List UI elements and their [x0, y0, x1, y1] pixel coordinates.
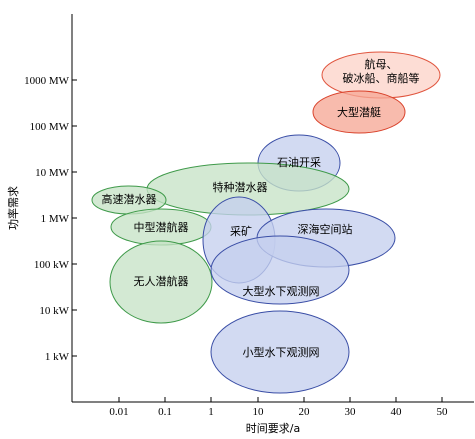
region-label-special-submersible: 特种潜水器: [213, 180, 268, 194]
region-label-aircraft-carrier: 航母、: [365, 57, 398, 71]
region-label-oil-extraction: 石油开采: [277, 155, 321, 169]
x-tick-label: 20: [299, 406, 311, 418]
region-label-small-observation-net: 小型水下观测网: [243, 345, 320, 359]
region-label-large-submarine: 大型潜艇: [337, 105, 381, 119]
region-label-mining: 采矿: [230, 225, 252, 238]
y-tick-label: 1 MW: [41, 213, 70, 225]
y-tick-label: 1000 MW: [24, 75, 70, 87]
x-tick-label: 1: [208, 406, 214, 418]
x-tick-label: 50: [437, 406, 449, 418]
x-axis-title: 时间要求/a: [246, 422, 300, 435]
x-tick-label: 0.1: [158, 406, 172, 418]
y-axis-title: 功率需求: [6, 186, 20, 230]
x-tick-label: 10: [253, 406, 265, 418]
region-large-observation-net: [210, 235, 350, 305]
y-tick-label: 10 kW: [39, 305, 69, 317]
x-tick-label: 30: [345, 406, 357, 418]
x-tick-label: 0.01: [109, 406, 128, 418]
region-large-submarine: [312, 90, 406, 134]
region-label-medium-submarine: 中型潜航器: [134, 220, 189, 234]
axes-layer: 0.01 0.1 1 10 20 30 40 50 1 kW 10 kW 100 kW 1 MW 10 …: [6, 14, 474, 435]
x-tick-label: 40: [391, 406, 403, 418]
region-label-high-speed-submersible: 高速潜水器: [102, 192, 157, 206]
y-tick-label: 100 kW: [34, 259, 70, 271]
region-label-unmanned-submarine: 无人潜航器: [134, 274, 189, 288]
region-label-deep-sea-station: 深海空间站: [298, 222, 353, 236]
region-label-large-observation-net: 大型水下观测网: [243, 284, 320, 298]
y-tick-label: 10 MW: [35, 167, 70, 179]
region-label-aircraft-carrier: 破冰船、商船等: [343, 71, 420, 85]
regions-layer: [91, 51, 441, 394]
y-tick-label: 100 MW: [30, 121, 70, 133]
region-unmanned-submarine: [109, 240, 213, 324]
y-tick-label: 1 kW: [45, 351, 70, 363]
region-small-observation-net: [210, 310, 350, 394]
